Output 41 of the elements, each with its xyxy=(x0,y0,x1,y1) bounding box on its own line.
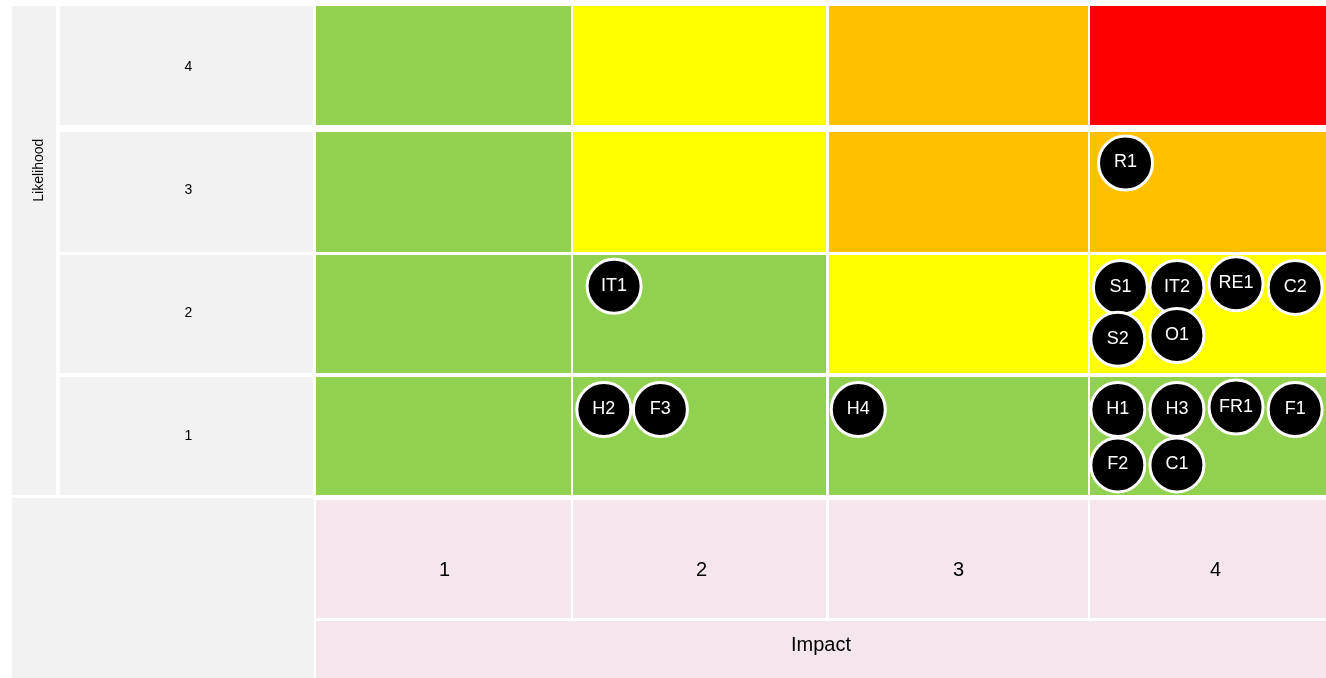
point xyxy=(575,380,633,438)
point xyxy=(1089,436,1147,494)
point xyxy=(1148,307,1206,365)
y-tick-label: 1 xyxy=(184,427,193,444)
data-label: H3 xyxy=(1165,397,1189,418)
data-label: C1 xyxy=(1165,453,1189,474)
data-label: S2 xyxy=(1106,327,1129,348)
point xyxy=(1148,380,1206,438)
point xyxy=(1097,134,1155,192)
data-label: H1 xyxy=(1106,397,1130,418)
data-label: H2 xyxy=(592,397,616,418)
data-label: IT2 xyxy=(1163,275,1190,296)
point xyxy=(1091,258,1149,316)
point xyxy=(1148,436,1206,494)
data-label: C2 xyxy=(1283,275,1307,296)
y-tick-label: 3 xyxy=(184,180,193,197)
point xyxy=(1089,380,1147,438)
data-label: O1 xyxy=(1164,324,1189,345)
point xyxy=(1266,380,1324,438)
data-label: H4 xyxy=(846,397,870,418)
point xyxy=(1266,258,1324,316)
data-label: S1 xyxy=(1109,275,1132,296)
x-axis-title: Impact xyxy=(790,632,852,655)
data-label: F2 xyxy=(1107,453,1129,474)
data-label: FR1 xyxy=(1219,395,1254,416)
point xyxy=(631,380,689,438)
data-label: F1 xyxy=(1284,397,1306,418)
x-tick-label: 3 xyxy=(952,558,965,580)
point xyxy=(585,257,643,315)
data-label: RE1 xyxy=(1218,272,1254,293)
x-tick-label: 4 xyxy=(1209,558,1222,580)
y-tick-label: 4 xyxy=(184,57,193,74)
y-tick-label: 2 xyxy=(184,304,193,321)
data-label: F3 xyxy=(649,397,671,418)
point xyxy=(829,380,887,438)
x-tick-label: 2 xyxy=(695,558,708,580)
point xyxy=(1089,310,1147,368)
data-label: R1 xyxy=(1114,151,1138,172)
text: Likelihood xyxy=(29,138,46,202)
x-tick-label: 1 xyxy=(438,558,451,580)
data-label: IT1 xyxy=(601,274,628,295)
